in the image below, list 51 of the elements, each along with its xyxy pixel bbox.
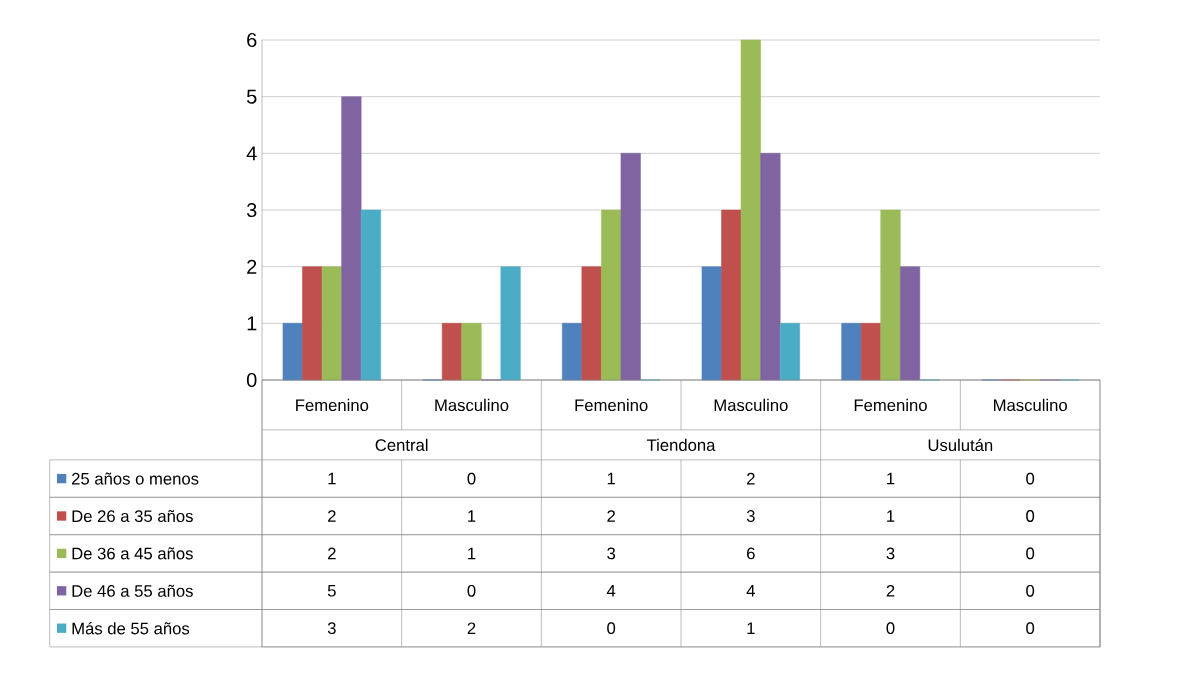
data-label: 2: [607, 510, 615, 522]
data-label: 5: [327, 584, 336, 597]
data-label: 0: [1026, 584, 1035, 597]
data-label: 0: [1026, 510, 1035, 522]
data-label: 1: [747, 622, 755, 634]
data-label: 2: [328, 510, 336, 522]
data-label: 3: [886, 547, 895, 560]
x-tick-label: Femenino: [296, 398, 369, 412]
data-label: 2: [747, 472, 755, 485]
y-tick-label: 6: [247, 32, 257, 48]
y-tick-label: 2: [247, 259, 257, 274]
y-tick-label: 3: [246, 202, 257, 218]
data-label: 2: [886, 584, 895, 597]
legend-label: Más de 55 años: [72, 621, 190, 635]
data-label: 1: [468, 510, 476, 522]
data-label: 3: [607, 547, 616, 560]
x-tick-label: Femenino: [575, 398, 648, 412]
x-tick-label: Masculino: [435, 398, 509, 412]
data-label: 1: [887, 472, 895, 485]
data-label: 1: [328, 472, 336, 485]
legend-label: 25 años o menos: [72, 472, 199, 485]
data-label: 1: [887, 510, 895, 522]
text: Central: [375, 438, 428, 452]
legend-label: De 26 a 35 años: [72, 509, 193, 523]
text: Tiendona: [646, 438, 716, 452]
data-label: 4: [746, 585, 755, 597]
data-label: 3: [327, 622, 336, 635]
y-tick-label: 0: [246, 372, 257, 388]
data-label: 6: [747, 547, 755, 560]
data-label: 0: [467, 472, 476, 485]
x-tick-label: Femenino: [854, 398, 927, 412]
legend-label: De 36 a 45 años: [72, 547, 193, 560]
y-tick-label: 1: [247, 316, 257, 331]
data-label: 1: [468, 547, 476, 560]
data-label: 0: [886, 622, 895, 635]
data-label: 4: [606, 585, 616, 597]
legend-label: De 46 a 55 años: [72, 584, 193, 597]
x-tick-label: Masculino: [714, 398, 788, 412]
data-label: 0: [607, 622, 616, 635]
data-label: 0: [1026, 547, 1035, 560]
data-label: 0: [467, 584, 476, 597]
x-tick-label: Masculino: [994, 398, 1067, 412]
text: Usulután: [928, 438, 993, 452]
data-label: 0: [1026, 472, 1035, 485]
data-label: 2: [467, 622, 476, 635]
data-label: 3: [746, 510, 755, 522]
data-label: 2: [328, 547, 336, 560]
data-label: 1: [607, 472, 615, 485]
data-label: 0: [1026, 622, 1035, 635]
y-tick-label: 4: [246, 146, 257, 161]
y-tick-label: 5: [246, 89, 257, 104]
